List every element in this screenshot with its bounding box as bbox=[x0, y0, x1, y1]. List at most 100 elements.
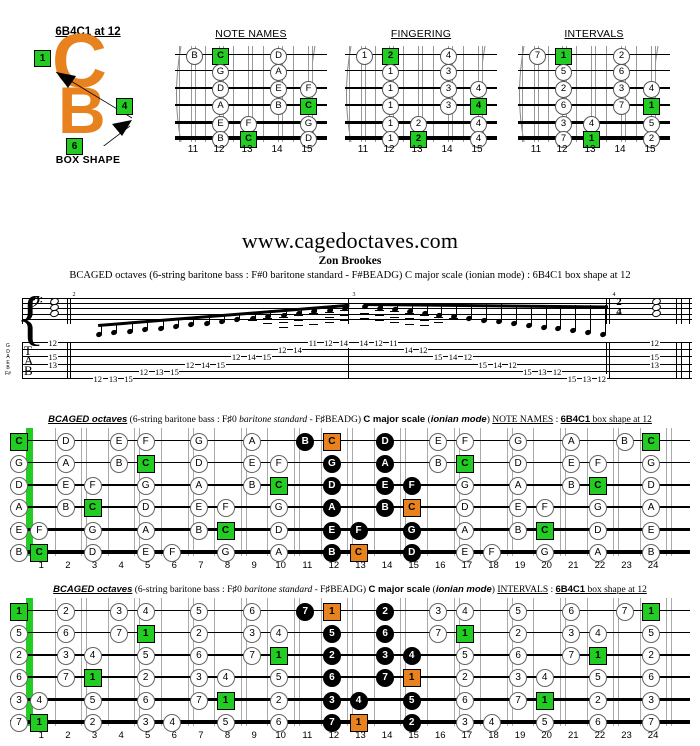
mini-note-marker: 1 bbox=[382, 115, 399, 133]
note-marker: A bbox=[56, 454, 75, 473]
fret-number: 22 bbox=[594, 730, 606, 741]
open-string-note: 5 bbox=[10, 624, 28, 643]
note-marker: 2 bbox=[83, 714, 102, 732]
note-marker: E bbox=[455, 544, 474, 562]
note-marker: 5 bbox=[642, 624, 661, 643]
page-subtitle: BCAGED octaves (6-string baritone bass :… bbox=[69, 270, 631, 281]
tab-line bbox=[22, 356, 692, 358]
note-marker: B bbox=[509, 521, 528, 540]
header-fragment: ionian mode bbox=[435, 584, 492, 595]
fret-number: 17 bbox=[461, 730, 473, 741]
ledger-line bbox=[374, 309, 384, 311]
note-marker: F bbox=[269, 454, 288, 473]
fret-line bbox=[427, 428, 428, 556]
mini-note-marker: 4 bbox=[470, 98, 487, 116]
fret-line bbox=[533, 598, 535, 726]
note-stem bbox=[605, 305, 606, 335]
note-marker: G bbox=[83, 521, 102, 540]
letter-c: C bbox=[52, 19, 107, 104]
tab-line bbox=[22, 370, 692, 372]
fret-line bbox=[613, 598, 620, 726]
open-string-note: B bbox=[10, 544, 28, 562]
tab-line bbox=[22, 342, 692, 343]
note-stem bbox=[131, 321, 133, 332]
stave-line bbox=[22, 298, 692, 299]
note-stem bbox=[147, 320, 149, 331]
mini-note-marker: B bbox=[212, 130, 229, 148]
note-marker: F bbox=[402, 476, 421, 495]
mini-note-marker: 2 bbox=[555, 80, 572, 98]
note-stem bbox=[254, 311, 256, 319]
degree-marker-1: 1 bbox=[34, 50, 51, 67]
note-marker: D bbox=[136, 499, 155, 518]
fret-number: 4 bbox=[118, 730, 124, 741]
note-marker: D bbox=[455, 499, 474, 518]
fret-line bbox=[586, 428, 588, 556]
mini-note-marker: 1 bbox=[643, 98, 660, 116]
fret-line bbox=[533, 428, 535, 556]
ledger-line bbox=[293, 320, 303, 322]
note-marker: 4 bbox=[30, 691, 49, 710]
note-marker: 1 bbox=[30, 714, 49, 732]
header-fragment: INTERVALS bbox=[497, 585, 549, 595]
fret-line bbox=[54, 598, 56, 726]
note-marker: A bbox=[322, 499, 341, 518]
mini-fret-number: 11 bbox=[187, 144, 199, 155]
cb-letters: C B bbox=[32, 24, 144, 146]
note-stem bbox=[347, 304, 348, 310]
ledger-line bbox=[404, 313, 414, 315]
note-marker: 3 bbox=[110, 602, 129, 621]
mini-note-marker: 6 bbox=[555, 98, 572, 116]
note-marker: 3 bbox=[56, 646, 75, 665]
mini-fret-line bbox=[418, 46, 423, 142]
note-marker: C bbox=[83, 499, 102, 518]
mini-note-marker: D bbox=[300, 130, 317, 148]
note-marker: 5 bbox=[216, 714, 235, 732]
mini-note-marker: 6 bbox=[613, 63, 630, 81]
open-string-note: 6 bbox=[10, 669, 28, 688]
header-fragment: C major scale bbox=[363, 414, 426, 425]
tab-number: 13 bbox=[108, 374, 118, 384]
note-marker: F bbox=[482, 544, 501, 562]
note-stem bbox=[471, 304, 473, 320]
mini-string-line bbox=[345, 87, 497, 89]
mini-fret-number: 12 bbox=[213, 144, 225, 155]
ledger-line bbox=[434, 316, 444, 318]
note-marker: G bbox=[588, 499, 607, 518]
mini-note-marker: 2 bbox=[643, 130, 660, 148]
note-stem bbox=[300, 307, 302, 314]
note-stem bbox=[116, 322, 118, 334]
stave-line bbox=[22, 318, 692, 320]
open-string-note: C bbox=[10, 432, 28, 451]
mini-note-marker: 2 bbox=[382, 47, 399, 65]
note-marker: 5 bbox=[322, 624, 341, 643]
note-marker: E bbox=[429, 432, 448, 451]
fret-number: 4 bbox=[118, 560, 124, 571]
note-marker: 6 bbox=[189, 646, 208, 665]
fret-number: 24 bbox=[647, 730, 659, 741]
mini-string-line bbox=[345, 70, 497, 71]
note-marker: 1 bbox=[349, 714, 368, 732]
note-marker: 2 bbox=[189, 624, 208, 643]
note-marker: C bbox=[455, 454, 474, 473]
tab-number: 12 bbox=[277, 345, 287, 356]
note-marker: 7 bbox=[243, 646, 262, 665]
tab-line bbox=[22, 378, 692, 379]
mini-fret-number: 15 bbox=[301, 144, 313, 155]
note-marker: D bbox=[509, 454, 528, 473]
ledger-line bbox=[278, 316, 288, 318]
mini-note-marker: B bbox=[270, 98, 287, 116]
fret-number: 14 bbox=[381, 730, 393, 741]
fret-number: 18 bbox=[488, 560, 499, 571]
fret-number: 20 bbox=[541, 560, 552, 571]
mini-note-marker: G bbox=[212, 63, 229, 81]
note-marker: E bbox=[509, 499, 528, 518]
note-marker: 5 bbox=[455, 646, 474, 665]
note-marker: A bbox=[562, 432, 581, 451]
mini-fret-line bbox=[463, 46, 464, 142]
tab-number: 13 bbox=[650, 359, 660, 370]
header-fragment: - F bbox=[312, 585, 326, 595]
string-line bbox=[10, 654, 690, 656]
note-marker: 6 bbox=[588, 714, 607, 732]
